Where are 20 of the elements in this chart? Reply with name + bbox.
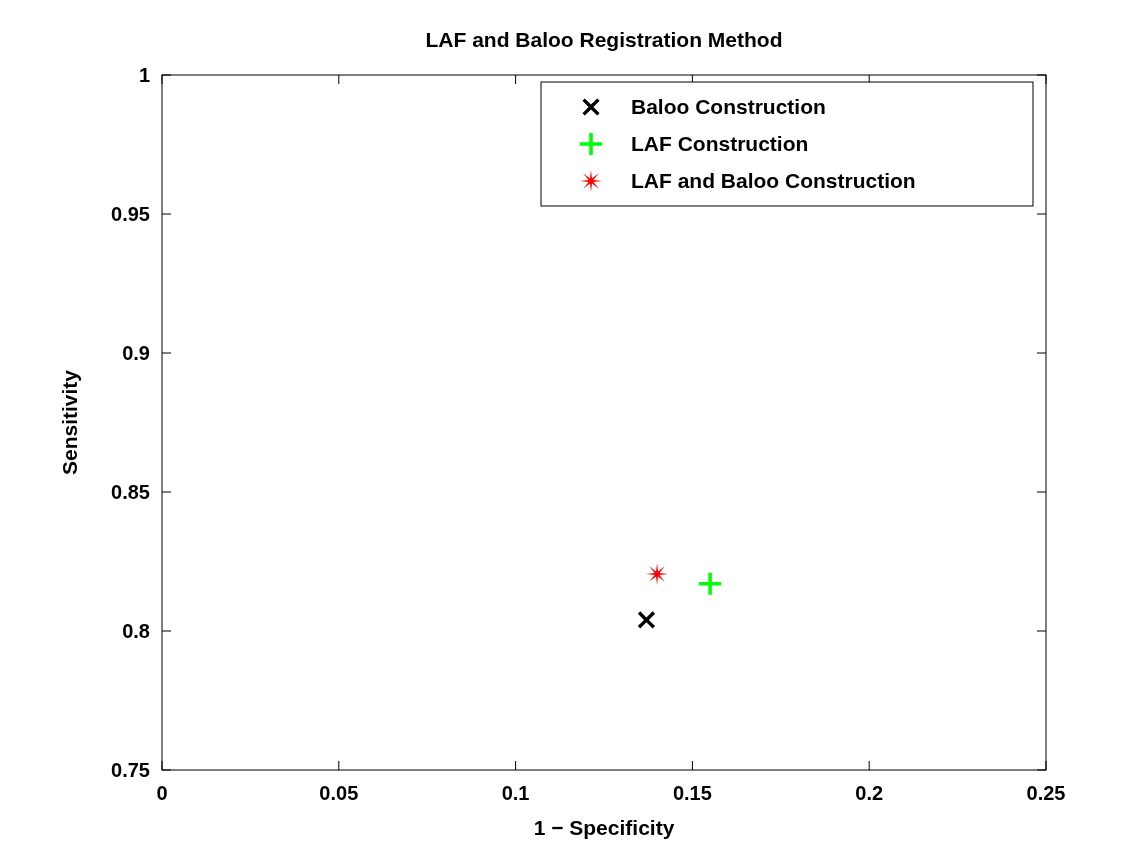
legend-label: LAF Construction [631, 132, 809, 155]
x-axis-title: 1 − Specificity [533, 816, 675, 839]
y-tick-label: 0.9 [122, 342, 150, 364]
chart-title: LAF and Baloo Registration Method [425, 28, 783, 51]
legend-label: Baloo Construction [631, 95, 826, 118]
x-tick-label: 0.2 [855, 782, 884, 804]
legend-label: LAF and Baloo Construction [631, 169, 916, 192]
y-tick-label: 0.95 [111, 203, 150, 225]
point [637, 611, 656, 629]
x-tick-label: 0.1 [501, 782, 530, 804]
y-axis-title: Sensitivity [58, 369, 81, 476]
x-tick-label: 0.25 [1026, 782, 1066, 804]
y-tick-label: 0.75 [111, 759, 150, 781]
y-tick-label: 0.85 [111, 481, 150, 503]
x-tick-label: 0 [156, 782, 168, 804]
x-tick-label: 0.15 [672, 782, 712, 804]
y-tick-label: 0.8 [122, 620, 150, 642]
y-tick-label: 1 [138, 64, 150, 86]
x-tick-label: 0.05 [319, 782, 359, 804]
point [699, 572, 722, 595]
